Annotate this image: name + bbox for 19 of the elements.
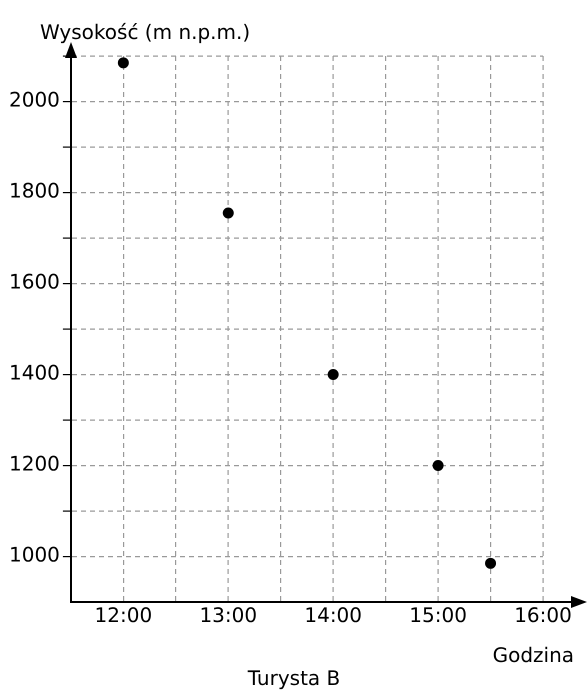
x-tick-label: 16:00: [514, 603, 572, 628]
x-tick-label: 13:00: [199, 603, 258, 628]
y-tick-label: 1800: [8, 178, 60, 203]
x-tick-label: 14:00: [304, 603, 362, 628]
x-axis-title: Godzina: [492, 643, 574, 667]
point: [118, 57, 129, 68]
y-tick-label: 1200: [8, 452, 60, 476]
y-axis-title: Wysokość (m n.p.m.): [40, 20, 250, 44]
y-tick-label: 2000: [8, 88, 60, 112]
point: [485, 558, 496, 569]
text: Turysta B: [246, 666, 342, 690]
point: [432, 460, 444, 471]
x-tick-label: 12:00: [94, 603, 152, 628]
point: [222, 207, 234, 218]
point: [328, 369, 339, 380]
y-tick-label: 1400: [8, 360, 60, 385]
y-tick-label: 1000: [8, 542, 60, 567]
x-tick-label: 15:00: [409, 603, 467, 628]
y-tick-label: 1600: [8, 270, 60, 294]
